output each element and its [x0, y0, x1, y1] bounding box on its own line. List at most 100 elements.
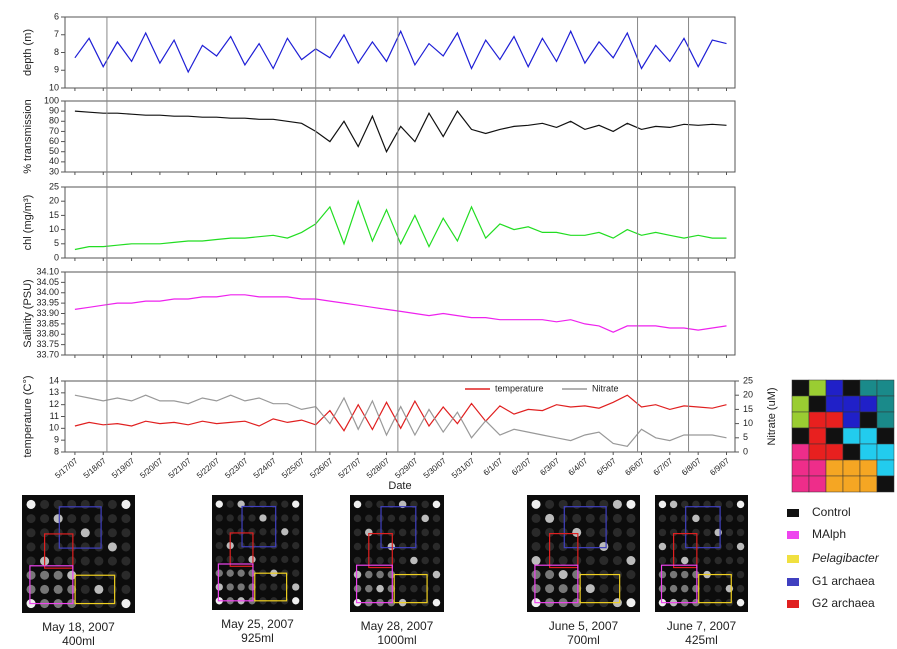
probe-cell	[825, 411, 844, 429]
gel-spot	[53, 514, 63, 524]
gel-spot	[703, 584, 711, 593]
legend-label: Nitrate	[592, 383, 619, 393]
plot-frame	[64, 186, 736, 259]
probe-cell	[791, 411, 810, 429]
gel-spot	[67, 584, 77, 594]
probe-cell	[791, 443, 810, 461]
gel-spot	[703, 542, 711, 551]
y-tick-label: 8	[54, 47, 59, 57]
gel-spot	[353, 556, 362, 565]
gel-spot	[107, 514, 117, 524]
y-tick-label: 10	[49, 423, 59, 433]
gel-spot	[410, 542, 418, 551]
gel-spot	[572, 541, 582, 551]
sample-date: June 7, 2007	[667, 619, 737, 633]
gel-spot	[714, 584, 722, 593]
g2-outline	[43, 533, 74, 569]
gel-spot	[626, 598, 636, 608]
gel-spot	[736, 598, 745, 607]
gel-spot	[669, 514, 678, 523]
y-tick-label: 13	[49, 387, 59, 397]
gel-spot	[259, 514, 267, 522]
probe-cell	[842, 411, 861, 429]
sample-date: June 5, 2007	[549, 619, 619, 633]
gel-spot	[626, 499, 636, 509]
x-tick-label: 5/29/07	[393, 456, 420, 480]
gel-spot	[692, 584, 700, 593]
gel-spot	[215, 500, 223, 508]
y-axis-label: chl (mg/m³)	[22, 195, 34, 251]
g1-outline	[685, 506, 721, 549]
gel-spot	[545, 584, 555, 594]
y-axis-label: temperature (C°)	[22, 375, 34, 457]
gel-spot	[53, 528, 63, 538]
y-tick-label: 60	[49, 136, 59, 146]
gel-spot	[725, 556, 734, 565]
gel-spot	[432, 598, 441, 607]
legend-label: Control	[812, 505, 851, 519]
gel-spot	[353, 570, 362, 579]
data-line	[74, 394, 727, 432]
gel-spot	[121, 499, 131, 509]
x-tick-label: 6/5/07	[595, 456, 618, 478]
gel-spot	[67, 570, 77, 580]
gel-spot	[658, 556, 667, 565]
gel-spot	[281, 555, 289, 564]
plot-frame	[64, 380, 736, 453]
gel-spot	[237, 514, 245, 522]
gel-spot	[94, 584, 104, 594]
gel-image	[655, 495, 748, 612]
gel-spot	[681, 514, 689, 523]
probe-cell	[876, 411, 895, 429]
gel-spot	[626, 541, 636, 551]
y-tick-label: 9	[54, 435, 59, 445]
gel-spot	[736, 528, 745, 537]
gel-spot	[585, 499, 595, 509]
y2-tick-label: 10	[743, 418, 753, 428]
x-tick-label: 5/22/07	[195, 456, 222, 480]
gel-spot	[80, 556, 90, 566]
gel-spot	[67, 542, 77, 552]
gel-spot	[107, 542, 117, 552]
probe-cell	[808, 379, 827, 397]
y-tick-label: 8	[54, 446, 59, 456]
gel-spot	[107, 528, 117, 538]
gel-spot	[53, 584, 63, 594]
gel-spot	[40, 570, 50, 580]
y-axis-label: depth (m)	[22, 29, 34, 76]
legend-swatch	[787, 600, 799, 608]
gel-spot	[703, 556, 711, 565]
gel-spot	[281, 583, 289, 591]
gel-spot	[26, 584, 36, 594]
y-tick-label: 10	[49, 82, 59, 92]
probe-cell	[825, 475, 844, 493]
gel-spot	[248, 569, 256, 577]
gel-spot	[121, 514, 131, 524]
gel-spot	[26, 499, 36, 509]
gel-spot	[292, 583, 300, 591]
x-tick-label: 5/17/07	[53, 456, 80, 480]
gel-image	[350, 495, 444, 612]
gel-spot	[80, 542, 90, 552]
sample-volume: 425ml	[685, 633, 718, 647]
gel-spot	[26, 528, 36, 538]
gel-image	[22, 495, 135, 613]
probe-cell	[791, 427, 810, 445]
y-tick-label: 80	[49, 116, 59, 126]
probe-cell	[791, 395, 810, 413]
y2-axis-label: Nitrate (uM)	[766, 387, 778, 445]
g2-outline	[672, 533, 698, 569]
gel-spot	[612, 499, 622, 509]
gel-spot	[545, 570, 555, 580]
gel-spot	[353, 528, 362, 537]
gel-spot	[248, 528, 256, 536]
x-tick-label: 6/1/07	[482, 456, 505, 478]
y-tick-label: 34.10	[36, 266, 59, 276]
gel-spot	[681, 584, 689, 593]
y2-tick-label: 25	[743, 375, 753, 385]
gel-spot	[572, 584, 582, 594]
gel-spot	[421, 584, 429, 593]
gel-spot	[612, 584, 622, 594]
gel-spot	[292, 528, 300, 536]
probe-cell	[808, 427, 827, 445]
